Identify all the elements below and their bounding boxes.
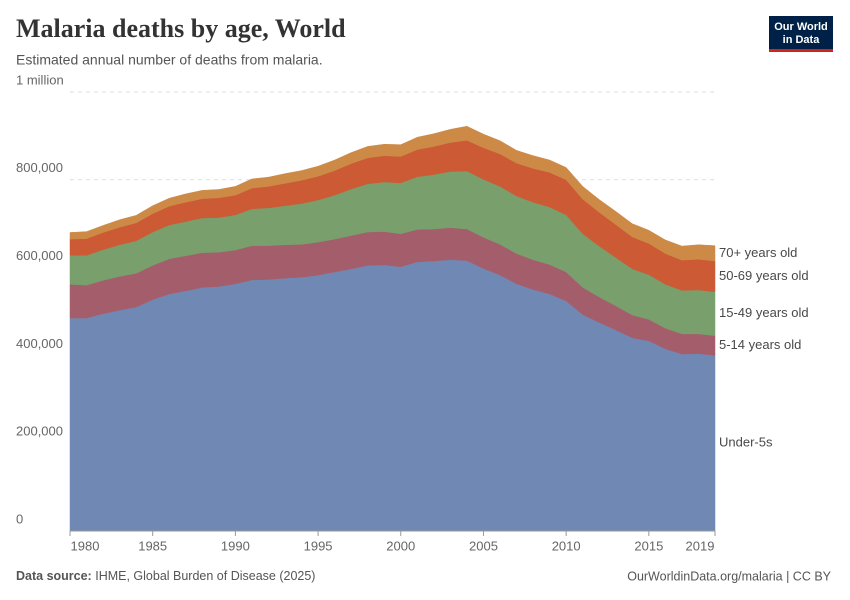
logo-text: Our World: [774, 21, 828, 33]
chart-subtitle: Estimated annual number of deaths from m…: [16, 52, 323, 68]
series-label: Under-5s: [719, 435, 773, 450]
x-tick-label: 1985: [138, 538, 167, 553]
x-tick-label: 2019: [686, 538, 715, 553]
logo[interactable]: Our World in Data: [769, 16, 833, 52]
chart-title: Malaria deaths by age, World: [16, 14, 346, 43]
series-label: 70+ years old: [719, 245, 797, 260]
x-tick-label: 1980: [71, 538, 100, 553]
x-tick-label: 2000: [386, 538, 415, 553]
x-tick-label: 1995: [304, 538, 333, 553]
area: [69, 125, 716, 262]
x-tick-label: 2015: [634, 538, 663, 553]
logo-box: [769, 16, 833, 52]
x-tick-label: 2005: [469, 538, 498, 553]
y-tick-label: 400,000: [16, 336, 63, 351]
y-tick-label: 800,000: [16, 160, 63, 175]
series-label: 15-49 years old: [719, 305, 809, 320]
y-tick-label: 600,000: [16, 248, 63, 263]
series-label: 50-69 years old: [719, 268, 809, 283]
y-tick-label: 200,000: [16, 424, 63, 439]
y-tick-label: 0: [16, 511, 23, 526]
source-text: IHME, Global Burden of Disease (2025): [95, 569, 315, 583]
source-label: Data source:: [16, 569, 92, 583]
series-label: 5-14 years old: [719, 337, 801, 352]
source: Data source: IHME, Global Burden of Dise…: [16, 569, 315, 583]
credit[interactable]: OurWorldinData.org/malaria | CC BY: [627, 569, 831, 583]
x-tick-label: 1990: [221, 538, 250, 553]
y-tick-label: 1 million: [16, 72, 64, 87]
logo-text: in Data: [783, 34, 821, 46]
logo-underline: [769, 49, 833, 52]
x-tick-label: 2010: [552, 538, 581, 553]
